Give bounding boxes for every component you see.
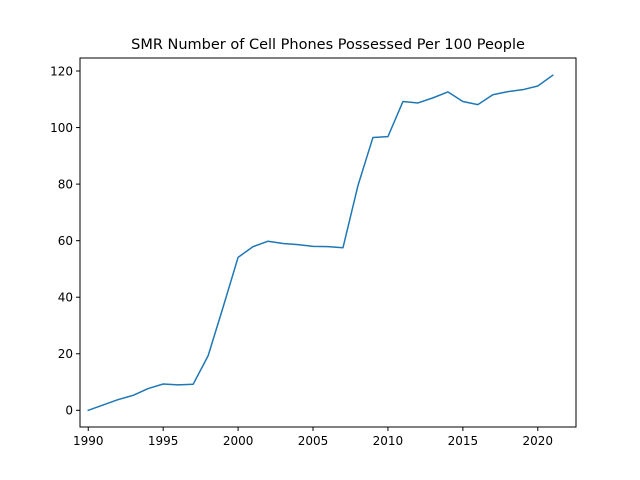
y-tick-label: 80 [58, 177, 73, 191]
x-tick-label: 1995 [148, 434, 179, 448]
x-tick-label: 2005 [298, 434, 329, 448]
series-layer [87, 74, 554, 412]
y-tick-label: 20 [58, 347, 73, 361]
x-tick-label: 2010 [373, 434, 404, 448]
x-tick-label: 2000 [223, 434, 254, 448]
x-tick-label: 2020 [523, 434, 554, 448]
y-tick-label: 100 [50, 121, 73, 135]
y-tick-label: 0 [65, 404, 73, 418]
y-tick-label: 40 [58, 291, 73, 305]
x-tick-label: 1990 [73, 434, 104, 448]
chart-title: SMR Number of Cell Phones Possessed Per … [131, 37, 525, 53]
plot-frame [79, 57, 577, 428]
y-axis-ticks: 0 20 40 60 80 100 120 [50, 64, 80, 418]
y-tick-label: 60 [58, 234, 73, 248]
series-line-0 [87, 74, 554, 412]
x-tick-label: 2015 [448, 434, 479, 448]
y-tick-label: 120 [50, 64, 73, 78]
x-axis-ticks: 1990 1995 2000 2005 2010 2015 2020 [73, 427, 553, 448]
